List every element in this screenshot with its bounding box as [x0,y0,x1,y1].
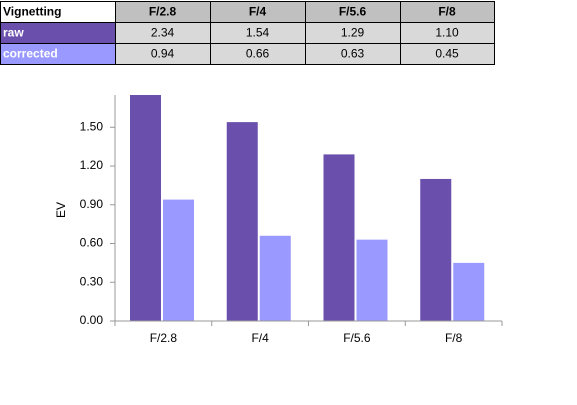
table-text: 0.94 [151,47,175,61]
table-text: F/5.6 [339,5,367,19]
x-tick-label: F/8 [445,331,463,345]
bar [130,95,161,321]
y-tick-label: 0.00 [80,313,104,327]
bar [323,154,355,321]
table-text: F/8 [438,5,456,19]
table-text: 0.45 [435,47,459,61]
x-tick-label: F/4 [251,331,269,345]
table-text: raw [3,26,24,40]
bar [420,178,452,321]
y-axis-label: EV [54,202,68,218]
y-tick-label: 0.60 [80,236,104,250]
table-text: 1.29 [341,26,365,40]
x-tick-label: F/2.8 [150,331,178,345]
table-text: 2.34 [151,26,175,40]
table-text: F/2.8 [149,5,177,19]
table-text: 0.63 [341,47,365,61]
y-tick-label: 1.20 [80,158,104,172]
table-cell [400,43,495,65]
bar [163,199,194,321]
table-text: 1.54 [246,26,270,40]
table-text: corrected [3,47,58,61]
bar [259,235,291,321]
y-tick-label: 1.50 [80,119,104,133]
y-tick-label: 0.90 [80,197,104,211]
table-text: 1.10 [435,26,459,40]
bar [453,262,485,321]
table-text: 0.66 [246,47,270,61]
plot-area [130,95,485,321]
bar [226,122,258,321]
table-text: F/4 [249,5,267,19]
x-tick-label: F/5.6 [343,331,371,345]
y-tick-label: 0.30 [80,274,104,288]
table-text: Vignetting [3,5,61,19]
bar [356,239,388,321]
